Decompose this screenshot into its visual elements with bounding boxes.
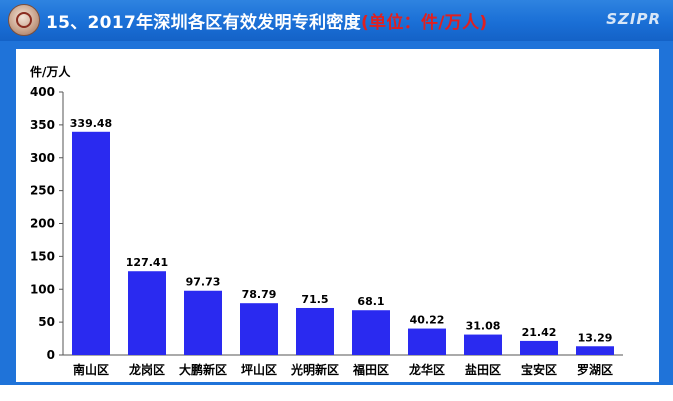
x-tick-label: 大鹏新区 <box>179 362 227 377</box>
bar <box>128 271 166 355</box>
bar <box>240 303 278 355</box>
data-label: 339.48 <box>70 117 112 130</box>
bar <box>352 310 390 355</box>
data-label: 71.5 <box>301 293 328 306</box>
x-tick-label: 龙岗区 <box>129 362 165 377</box>
x-tick-label: 南山区 <box>73 362 109 377</box>
y-tick-label: 250 <box>30 184 55 198</box>
y-tick-label: 0 <box>47 348 55 362</box>
y-tick-label: 50 <box>38 315 55 329</box>
x-tick-label: 盐田区 <box>465 362 501 377</box>
data-label: 31.08 <box>466 320 501 333</box>
data-label: 40.22 <box>410 314 445 327</box>
y-tick-label: 300 <box>30 151 55 165</box>
data-label: 21.42 <box>522 326 557 339</box>
data-label: 13.29 <box>578 331 613 344</box>
logo-icon <box>8 4 40 36</box>
bar <box>520 340 558 355</box>
slide-title: 15、2017年深圳各区有效发明专利密度(单位：件/万人) <box>46 8 487 33</box>
y-tick-label: 150 <box>30 249 55 263</box>
x-tick-label: 坪山区 <box>241 362 277 377</box>
chart-area <box>16 49 659 382</box>
data-label: 78.79 <box>242 288 277 301</box>
bar <box>464 334 502 355</box>
chart-panel <box>0 41 673 385</box>
x-tick-label: 福田区 <box>352 362 389 377</box>
y-tick-label: 100 <box>30 282 55 296</box>
title-bar: 15、2017年深圳各区有效发明专利密度(单位：件/万人) SZIPR <box>0 0 673 41</box>
data-label: 127.41 <box>126 256 168 269</box>
x-tick-label: 罗湖区 <box>577 362 613 377</box>
bar <box>408 328 446 355</box>
x-tick-label: 光明新区 <box>290 362 339 377</box>
x-tick-label: 龙华区 <box>409 362 445 377</box>
bar <box>184 290 222 355</box>
bar <box>296 307 334 355</box>
y-axis-ticks: 0 50 100 150 200 250 300 350 400 <box>30 85 63 362</box>
x-tick-label: 宝安区 <box>521 362 557 377</box>
y-tick-label: 400 <box>30 85 55 99</box>
y-tick-label: 350 <box>30 118 55 132</box>
title-main: 15、2017年深圳各区有效发明专利密度 <box>46 13 361 33</box>
bar <box>72 131 110 355</box>
bar <box>576 346 614 355</box>
title-unit: (单位：件/万人) <box>360 13 488 33</box>
bars <box>72 131 614 355</box>
brand-logo: SZIPR <box>606 10 661 28</box>
data-label: 97.73 <box>186 276 221 289</box>
bottom-strip <box>0 385 673 401</box>
y-tick-label: 200 <box>30 217 55 231</box>
data-label: 68.1 <box>357 295 384 308</box>
y-axis-label: 件/万人 <box>30 64 71 79</box>
x-axis-tick-labels: 南山区 龙岗区 大鹏新区 坪山区 光明新区 福田区 龙华区 盐田区 宝安区 罗湖区 <box>73 362 613 377</box>
data-labels: 339.48 127.41 97.73 78.79 71.5 68.1 40.22 31.08… <box>70 117 613 344</box>
